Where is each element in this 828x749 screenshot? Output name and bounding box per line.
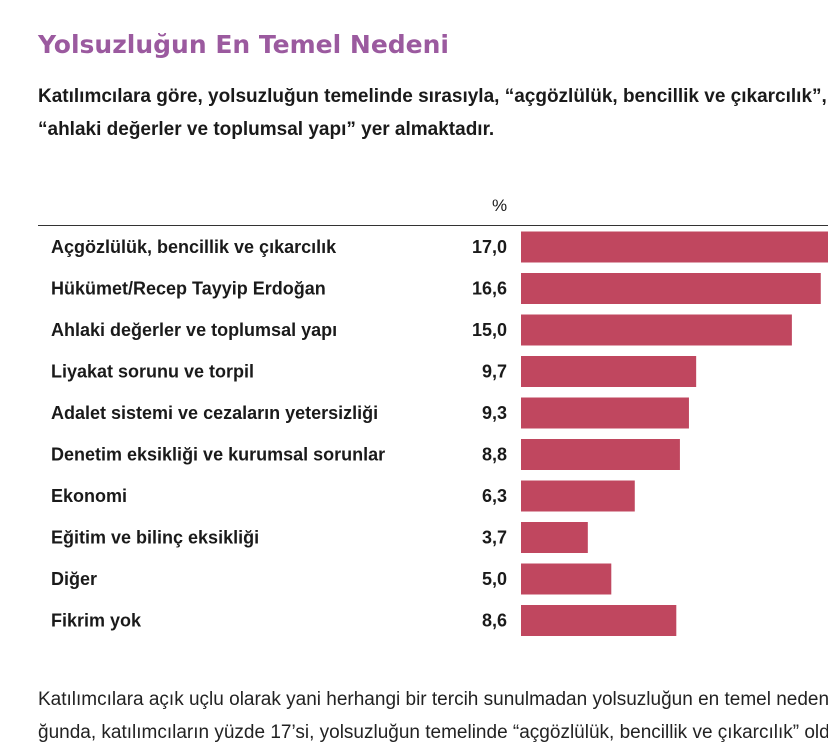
value-label: 8,6 <box>482 611 507 631</box>
footer-line: ğunda, katılımcıların yüzde 17’si, yolsu… <box>38 722 828 743</box>
value-label: 5,0 <box>482 569 507 589</box>
bar-row: Denetim eksikliği ve kurumsal sorunlar 8,… <box>51 439 680 470</box>
bar-row: Ahlaki değerler ve toplumsal yapı 15,0 <box>51 314 792 346</box>
unit-label: % <box>492 196 508 215</box>
bar-row: Liyakat sorunu ve torpil 9,7 <box>51 356 697 387</box>
bar <box>521 605 677 636</box>
bar <box>521 356 697 387</box>
page-title: Yolsuzluğun En Temel Nedeni <box>38 30 449 59</box>
bar <box>521 397 689 429</box>
category-label: Hükümet/Recep Tayyip Erdoğan <box>51 279 326 299</box>
category-label: Diğer <box>51 569 97 589</box>
value-label: 9,3 <box>482 403 507 423</box>
bar-row: Eğitim ve bilinç eksikliği 3,7 <box>51 522 588 553</box>
category-label: Denetim eksikliği ve kurumsal sorunlar <box>51 445 385 465</box>
category-label: Ekonomi <box>51 486 127 506</box>
footer-line: Katılımcılara açık uçlu olarak yani herh… <box>38 689 828 710</box>
value-label: 3,7 <box>482 528 507 548</box>
bar-row: Hükümet/Recep Tayyip Erdoğan 16,6 <box>51 273 821 304</box>
bar <box>521 439 680 470</box>
category-label: Adalet sistemi ve cezaların yetersizliği <box>51 403 378 423</box>
bar <box>521 231 828 263</box>
bar-row: Ekonomi 6,3 <box>51 480 635 512</box>
value-label: 9,7 <box>482 362 507 382</box>
bar-row: Açgözlülük, bencillik ve çıkarcılık 17,0 <box>51 231 828 263</box>
bar <box>521 563 612 595</box>
bar <box>521 480 635 512</box>
category-label: Açgözlülük, bencillik ve çıkarcılık <box>51 237 337 257</box>
bar-row: Fikrim yok 8,6 <box>51 605 677 636</box>
category-label: Ahlaki değerler ve toplumsal yapı <box>51 320 337 340</box>
bar-row: Adalet sistemi ve cezaların yetersizliği… <box>51 397 689 429</box>
bar <box>521 522 588 553</box>
category-label: Eğitim ve bilinç eksikliği <box>51 528 259 548</box>
value-label: 17,0 <box>472 237 507 257</box>
category-label: Liyakat sorunu ve torpil <box>51 362 254 382</box>
bar-row: Diğer 5,0 <box>51 563 612 595</box>
bar-chart: Açgözlülük, bencillik ve çıkarcılık 17,0 H… <box>51 231 828 636</box>
intro-line: “ahlaki değerler ve toplumsal yapı” yer … <box>38 119 495 140</box>
chart-top-rule <box>38 225 828 226</box>
value-label: 6,3 <box>482 486 507 506</box>
category-label: Fikrim yok <box>51 611 142 631</box>
intro-line: Katılımcılara göre, yolsuzluğun temelind… <box>38 86 828 107</box>
value-label: 8,8 <box>482 445 507 465</box>
footer-paragraph: Katılımcılara açık uçlu olarak yani herh… <box>38 683 828 749</box>
value-label: 16,6 <box>472 279 507 299</box>
intro-paragraph: Katılımcılara göre, yolsuzluğun temelind… <box>38 80 828 146</box>
bar <box>521 314 792 346</box>
bar <box>521 273 821 304</box>
value-label: 15,0 <box>472 320 507 340</box>
